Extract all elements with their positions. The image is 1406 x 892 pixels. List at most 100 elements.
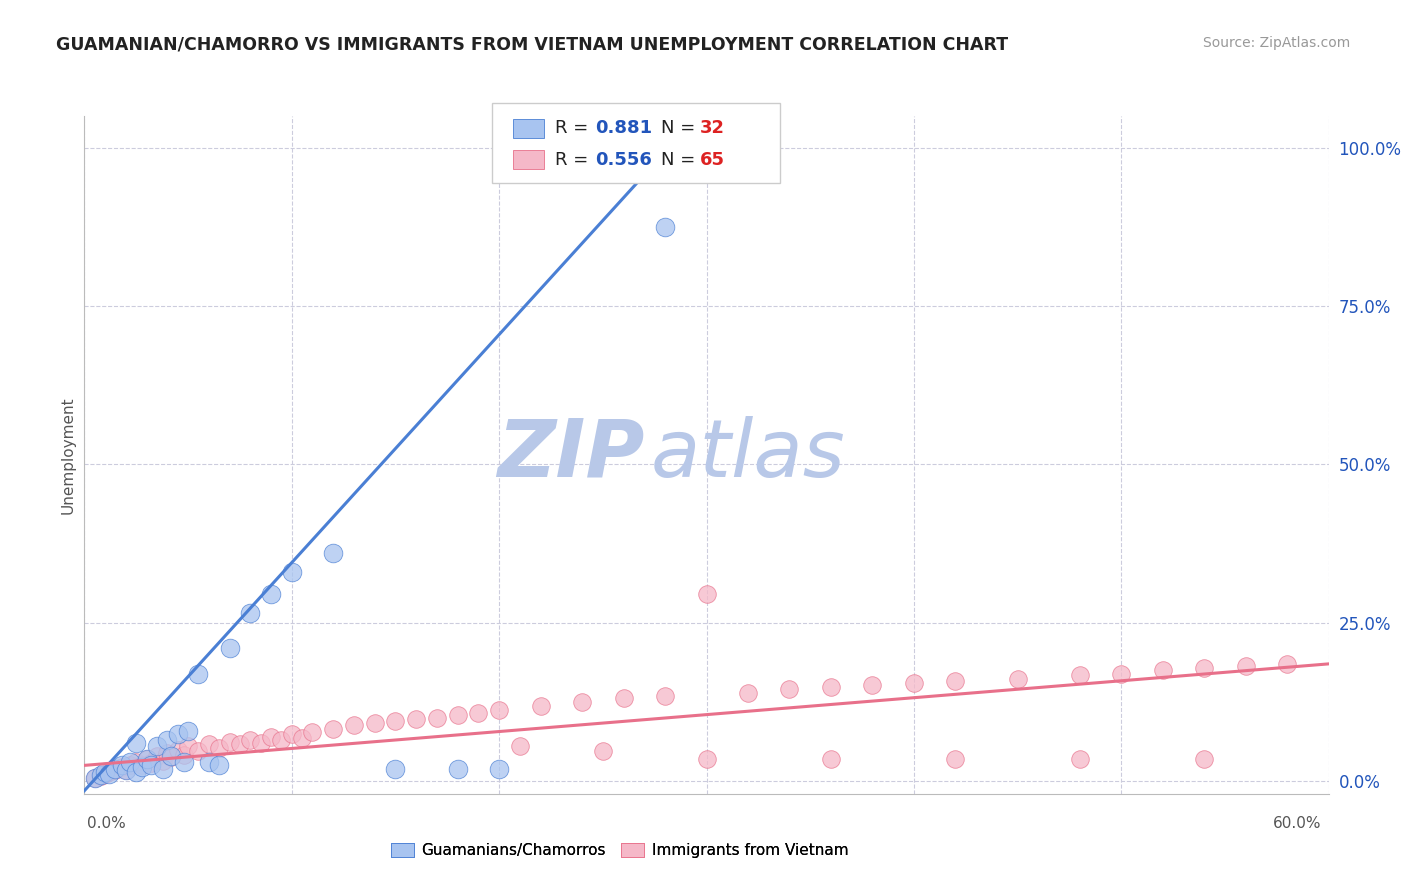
Text: 0.0%: 0.0%	[87, 816, 127, 830]
Point	[166, 727, 188, 741]
Point	[945, 674, 967, 689]
Point	[509, 739, 531, 754]
Point	[447, 762, 470, 776]
Point	[862, 678, 884, 692]
Point	[322, 723, 344, 737]
Point	[364, 715, 387, 730]
Point	[177, 739, 200, 754]
Point	[173, 755, 195, 769]
Legend: Guamanians/Chamorros, Immigrants from Vietnam: Guamanians/Chamorros, Immigrants from Vi…	[385, 837, 855, 864]
Point	[118, 758, 141, 772]
Point	[1007, 672, 1029, 686]
Point	[90, 769, 112, 783]
Point	[152, 754, 174, 768]
Point	[467, 706, 489, 720]
Point	[779, 682, 801, 697]
Point	[118, 755, 141, 769]
Point	[156, 733, 179, 747]
Point	[291, 731, 314, 745]
Point	[166, 742, 188, 756]
Text: R =: R =	[555, 120, 595, 137]
Point	[156, 746, 179, 760]
Point	[187, 744, 209, 758]
Point	[592, 744, 614, 758]
Point	[260, 587, 283, 601]
Text: N =: N =	[661, 120, 700, 137]
Point	[260, 730, 283, 744]
Text: 32: 32	[700, 120, 725, 137]
Point	[820, 752, 842, 766]
Text: R =: R =	[555, 151, 595, 169]
Point	[146, 748, 169, 763]
Point	[281, 727, 304, 741]
Point	[1234, 659, 1257, 673]
Point	[218, 735, 240, 749]
Point	[405, 712, 427, 726]
Point	[152, 762, 174, 776]
Point	[1194, 661, 1216, 675]
Point	[1194, 752, 1216, 766]
Point	[343, 718, 366, 732]
Point	[281, 565, 304, 579]
Y-axis label: Unemployment: Unemployment	[60, 396, 76, 514]
Point	[270, 733, 292, 747]
Text: GUAMANIAN/CHAMORRO VS IMMIGRANTS FROM VIETNAM UNEMPLOYMENT CORRELATION CHART: GUAMANIAN/CHAMORRO VS IMMIGRANTS FROM VI…	[56, 36, 1008, 54]
Text: ZIP: ZIP	[496, 416, 644, 494]
Point	[125, 736, 148, 750]
Point	[426, 711, 449, 725]
Point	[488, 762, 510, 776]
Point	[696, 587, 718, 601]
Point	[104, 762, 127, 776]
Point	[98, 764, 121, 779]
Point	[135, 752, 157, 766]
Text: 0.881: 0.881	[595, 120, 652, 137]
Point	[820, 681, 842, 695]
Point	[229, 738, 252, 752]
Point	[173, 747, 195, 762]
Point	[131, 758, 153, 772]
Point	[187, 666, 209, 681]
Point	[737, 685, 759, 699]
Point	[90, 768, 112, 782]
Point	[83, 771, 105, 785]
Point	[1111, 666, 1133, 681]
Point	[111, 760, 134, 774]
Text: N =: N =	[661, 151, 700, 169]
Point	[94, 766, 117, 780]
Point	[530, 699, 553, 714]
Point	[1069, 667, 1091, 681]
Point	[447, 707, 470, 722]
Point	[239, 607, 262, 621]
Point	[160, 748, 183, 763]
Point	[135, 752, 157, 766]
Point	[131, 760, 153, 774]
Point	[903, 676, 925, 690]
Text: 60.0%: 60.0%	[1274, 816, 1322, 830]
Point	[198, 738, 221, 752]
Point	[139, 758, 162, 772]
Point	[125, 755, 148, 769]
Point	[1069, 752, 1091, 766]
Point	[301, 724, 323, 739]
Point	[160, 750, 183, 764]
Point	[139, 756, 162, 771]
Point	[115, 763, 138, 777]
Point	[115, 763, 138, 777]
Point	[239, 733, 262, 747]
Point	[98, 766, 121, 780]
Point	[654, 689, 676, 703]
Point	[218, 641, 240, 656]
Point	[111, 758, 134, 772]
Point	[198, 755, 221, 769]
Point	[1152, 663, 1174, 677]
Point	[125, 764, 148, 779]
Point	[83, 771, 105, 785]
Point	[322, 546, 344, 560]
Text: atlas: atlas	[651, 416, 845, 494]
Point	[488, 703, 510, 717]
Point	[94, 764, 117, 779]
Point	[146, 739, 169, 754]
Text: Source: ZipAtlas.com: Source: ZipAtlas.com	[1202, 36, 1350, 50]
Point	[104, 763, 127, 777]
Point	[249, 736, 271, 750]
